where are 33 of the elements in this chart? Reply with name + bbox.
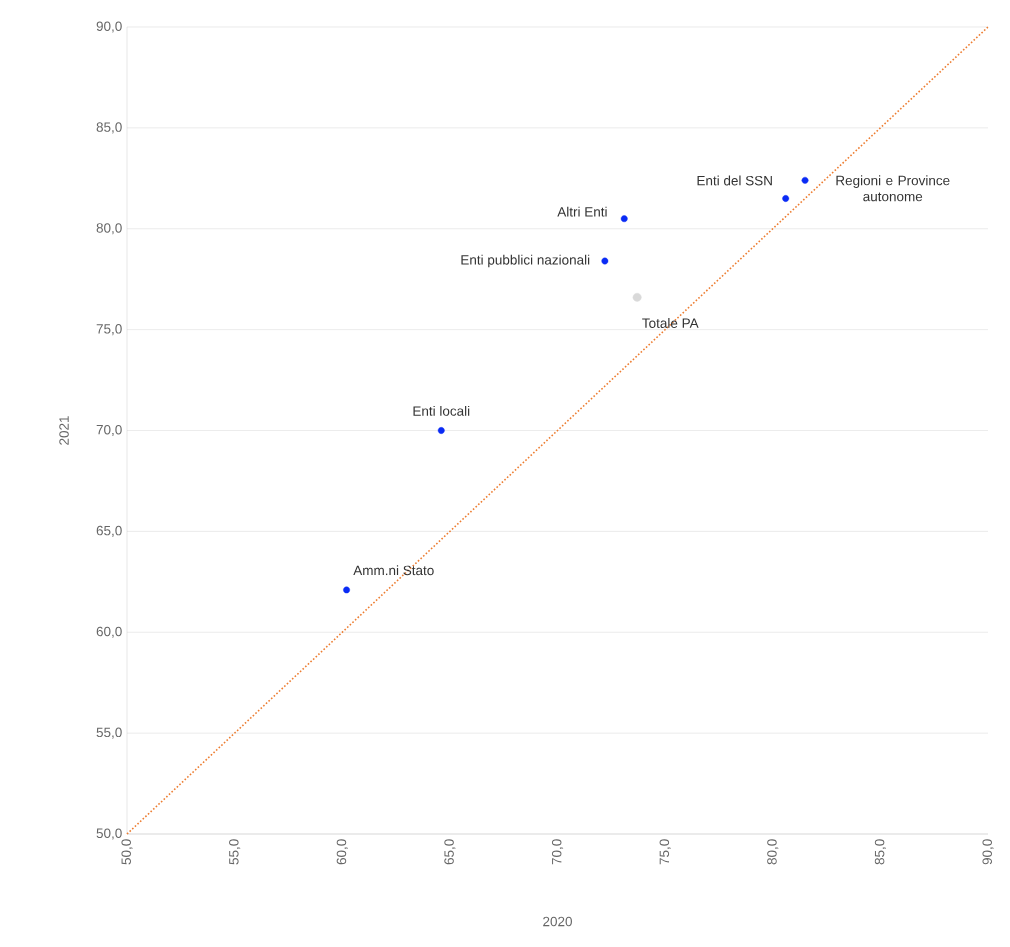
x-tick-label: 90,0 — [982, 839, 994, 865]
x-tick-label: 75,0 — [659, 839, 671, 865]
point — [620, 215, 628, 223]
y-tick-label: 90,0 — [96, 21, 122, 33]
y-axis-title: 2021 — [59, 416, 69, 445]
y-tick-label: 55,0 — [96, 727, 122, 739]
x-tick-label: 85,0 — [874, 839, 886, 865]
x-axis-title: 2020 — [543, 916, 572, 927]
annotation: Enti pubblici nazionali — [461, 254, 590, 268]
x-tick-label: 60,0 — [336, 839, 348, 865]
point — [801, 176, 809, 184]
y-tick-label: 75,0 — [96, 324, 122, 336]
y-tick-label: 70,0 — [96, 424, 122, 437]
point — [782, 195, 790, 202]
x-tick-label: 70,0 — [551, 839, 564, 865]
y-tick-label: 60,0 — [96, 626, 122, 638]
y-tick-label: 85,0 — [96, 122, 122, 134]
annotation: Amm.ni Stato — [353, 565, 434, 576]
point — [601, 257, 609, 265]
point — [343, 586, 350, 594]
y-tick-label: 50,0 — [96, 828, 122, 840]
x-tick-label: 65,0 — [444, 839, 456, 865]
annotation: Totale PA — [642, 318, 699, 328]
x-tick-label: 55,0 — [229, 839, 241, 865]
annotation: Enti del SSN — [697, 175, 772, 186]
y-tick-label: 65,0 — [96, 525, 122, 537]
point — [437, 427, 445, 434]
annotation: Altri Enti — [557, 206, 607, 217]
y-tick-label: 80,0 — [96, 223, 122, 235]
annotation: Enti locali — [413, 405, 470, 416]
x-tick-label: 80,0 — [767, 839, 779, 865]
annotation: Regioni e Province autonome — [836, 175, 950, 202]
point — [632, 292, 642, 302]
